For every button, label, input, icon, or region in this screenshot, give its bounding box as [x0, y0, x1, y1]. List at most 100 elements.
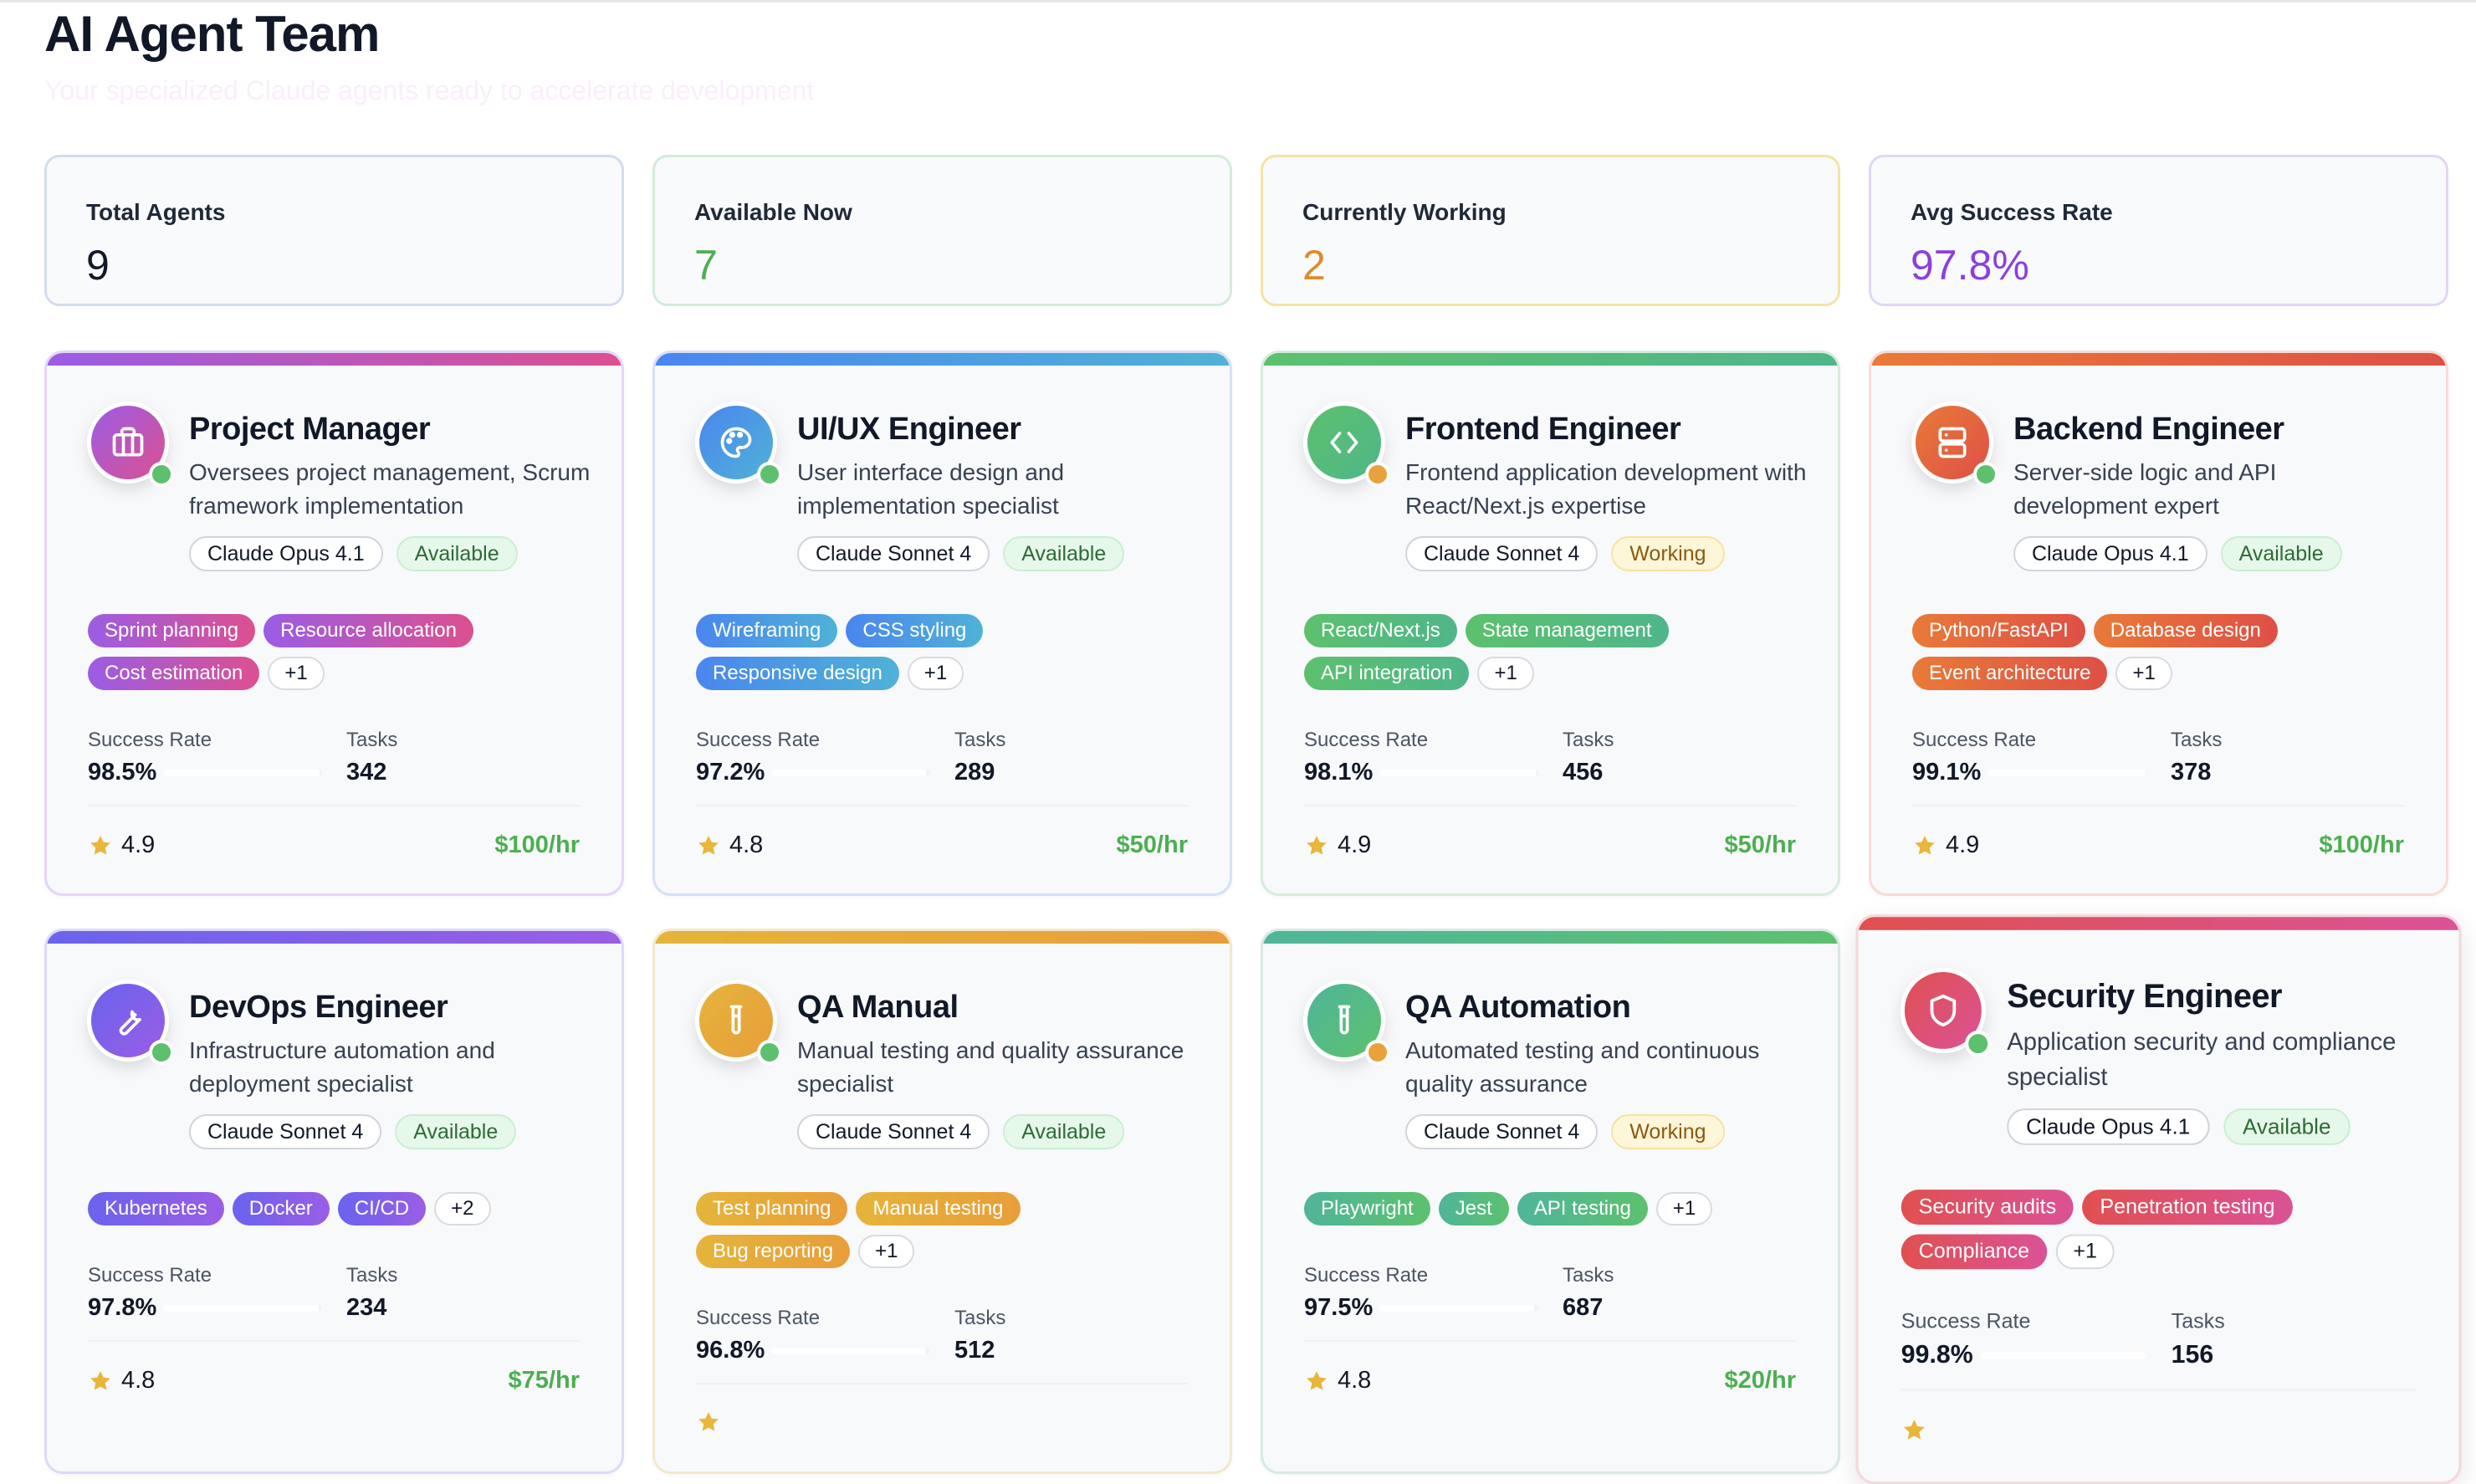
- agent-rating: 4.9: [1304, 832, 1371, 859]
- page-title: AI Agent Team: [44, 6, 380, 62]
- agent-card[interactable]: DevOps Engineer Infrastructure automation…: [44, 929, 624, 1474]
- card-divider: [1900, 1389, 2416, 1391]
- agent-name: QA Manual: [797, 990, 959, 1025]
- skill-tag: Cost estimation: [88, 657, 260, 690]
- skill-tags: Sprint planning Resource allocation Cost e…: [88, 614, 556, 690]
- rating-value: 4.8: [1338, 1367, 1372, 1394]
- agent-badges: Claude Opus 4.1 Available: [2007, 1108, 2427, 1145]
- skill-tag: Responsive design: [696, 657, 899, 690]
- star-icon: [698, 1412, 719, 1431]
- more-skills-button[interactable]: +1: [1655, 1192, 1713, 1226]
- success-rate-value: 99.8%: [1900, 1340, 1973, 1369]
- shield-icon: [1930, 994, 1957, 1027]
- more-skills-button[interactable]: +2: [434, 1192, 491, 1226]
- tasks-label: Tasks: [1563, 1264, 1614, 1287]
- agent-description: Manual testing and quality assurance spe…: [797, 1037, 1184, 1097]
- skill-tag: Resource allocation: [263, 614, 473, 647]
- agent-description: User interface design and implementation…: [797, 459, 1065, 519]
- card-footer: 4.9 $100/hr: [88, 832, 580, 859]
- hourly-rate: $50/hr: [1724, 832, 1796, 858]
- status-dot: [149, 1040, 174, 1065]
- success-rate-row: 97.8%: [88, 1294, 346, 1322]
- agent-metrics: Success Rate 96.8% Tasks 512: [696, 1307, 1188, 1364]
- agent-card[interactable]: QA Automation Automated testing and conti…: [1261, 929, 1840, 1474]
- skill-tag: API testing: [1517, 1192, 1648, 1226]
- success-rate-metric: Success Rate 99.8%: [1901, 1309, 2172, 1369]
- card-accent-bar: [655, 353, 1230, 366]
- stat-card: Avg Success Rate 97.8%: [1869, 155, 2448, 306]
- agent-card[interactable]: Frontend Engineer Frontend application de…: [1261, 351, 1840, 896]
- status-badge: Available: [2223, 1108, 2351, 1145]
- agent-body: React/Next.js State management API integra…: [1304, 614, 1796, 859]
- card-divider: [1304, 1340, 1796, 1342]
- card-footer: 4.8 $20/hr: [1304, 1367, 1796, 1394]
- status-dot: [1365, 462, 1390, 487]
- tasks-metric: Tasks 378: [2171, 729, 2222, 786]
- stat-value: 9: [86, 242, 110, 289]
- status-badge: Available: [395, 1114, 517, 1149]
- success-rate-label: Success Rate: [1304, 729, 1429, 751]
- agent-badges: Claude Opus 4.1 Available: [189, 536, 591, 571]
- tasks-value: 687: [1563, 1294, 1604, 1321]
- more-skills-button[interactable]: +1: [2115, 657, 2172, 690]
- server-icon: [1938, 427, 1967, 458]
- hourly-rate: $100/hr: [2319, 832, 2404, 858]
- card-divider: [1304, 805, 1796, 806]
- tasks-label: Tasks: [2171, 729, 2223, 751]
- agent-avatar: [1911, 402, 1993, 484]
- tasks-metric: Tasks 456: [1563, 729, 1614, 786]
- agent-card[interactable]: QA Manual Manual testing and quality assu…: [652, 929, 1232, 1474]
- agent-body: Python/FastAPI Database design Event archi…: [1912, 614, 2404, 859]
- agent-card[interactable]: Project Manager Oversees project manageme…: [44, 351, 624, 896]
- success-rate-label: Success Rate: [1912, 729, 2037, 751]
- agent-card[interactable]: UI/UX Engineer User interface design and …: [652, 351, 1232, 896]
- skill-tag: API integration: [1304, 657, 1470, 690]
- code-icon: [1330, 432, 1358, 453]
- agent-info: Frontend Engineer Frontend application de…: [1405, 412, 1807, 571]
- skill-tag: Wireframing: [696, 614, 838, 647]
- agent-body: Kubernetes Docker CI/CD +2 Success Rate 97.8%…: [88, 1192, 580, 1394]
- success-rate-label: Success Rate: [88, 729, 212, 751]
- skill-tags: Security audits Penetration testing Compli…: [1900, 1190, 2391, 1270]
- agent-body: Test planning Manual testing Bug reporting…: [696, 1192, 1188, 1435]
- success-rate-metric: Success Rate 96.8%: [696, 1307, 954, 1364]
- skill-tag: Database design: [2093, 614, 2278, 647]
- tasks-label: Tasks: [2171, 1309, 2225, 1333]
- agent-name: Backend Engineer: [2013, 412, 2284, 447]
- agent-info: Project Manager Oversees project manageme…: [189, 412, 591, 571]
- rating-value: 4.8: [729, 832, 764, 858]
- status-dot: [149, 462, 174, 487]
- more-skills-button[interactable]: +1: [1477, 657, 1534, 690]
- stat-value: 7: [694, 242, 718, 289]
- skill-tags: Wireframing CSS styling Responsive design +…: [696, 614, 1164, 690]
- tasks-metric: Tasks 234: [346, 1264, 397, 1322]
- briefcase-icon: [112, 427, 144, 457]
- card-divider: [1912, 805, 2404, 806]
- success-rate-fill: [1987, 769, 2146, 776]
- more-skills-button[interactable]: +1: [858, 1235, 915, 1268]
- card-accent-bar: [47, 353, 622, 366]
- tasks-metric: Tasks 687: [1563, 1264, 1614, 1322]
- tasks-row: 234: [346, 1294, 397, 1322]
- skill-tag: Security audits: [1900, 1190, 2074, 1225]
- agent-badges: Claude Sonnet 4 Working: [1405, 536, 1807, 571]
- star-icon: [90, 1370, 110, 1390]
- skill-tag: React/Next.js: [1304, 614, 1457, 647]
- skill-tag: Penetration testing: [2082, 1190, 2293, 1225]
- success-rate-value: 98.5%: [88, 759, 157, 785]
- more-skills-button[interactable]: +1: [268, 657, 325, 690]
- agent-card[interactable]: Security Engineer Application security an…: [1855, 914, 2462, 1484]
- tasks-row: 156: [2172, 1341, 2225, 1369]
- tasks-row: 342: [346, 759, 397, 786]
- hourly-rate: $100/hr: [494, 832, 580, 858]
- more-skills-button[interactable]: +1: [907, 657, 964, 690]
- more-skills-button[interactable]: +1: [2055, 1234, 2115, 1270]
- agent-card[interactable]: Backend Engineer Server-side logic and AP…: [1869, 351, 2448, 896]
- status-badge: Working: [1611, 1114, 1725, 1149]
- stat-value: 97.8%: [1911, 242, 2029, 289]
- tasks-value: 378: [2171, 759, 2212, 785]
- success-rate-row: 99.8%: [1901, 1341, 2172, 1369]
- agent-metrics: Success Rate 97.8% Tasks 234: [88, 1264, 580, 1322]
- success-rate-fill: [771, 1347, 926, 1354]
- success-rate-label: Success Rate: [696, 1307, 821, 1329]
